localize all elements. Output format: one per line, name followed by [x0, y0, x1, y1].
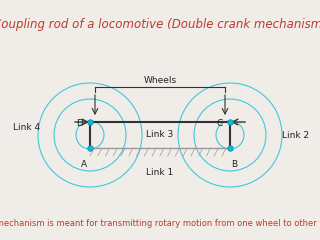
Text: Coupling rod of a locomotive (Double crank mechanism): Coupling rod of a locomotive (Double cra…: [0, 18, 320, 31]
Text: C: C: [217, 120, 223, 128]
Text: Link 3: Link 3: [146, 130, 174, 139]
Text: B: B: [231, 160, 237, 169]
Text: Link 4: Link 4: [13, 122, 40, 132]
Text: Link 2: Link 2: [282, 131, 309, 139]
Text: Link 1: Link 1: [146, 168, 174, 177]
Text: Wheels: Wheels: [143, 76, 177, 85]
Text: This mechanism is meant for transmitting rotary motion from one wheel to other w: This mechanism is meant for transmitting…: [0, 219, 320, 228]
Text: D: D: [76, 120, 83, 128]
Text: A: A: [81, 160, 87, 169]
